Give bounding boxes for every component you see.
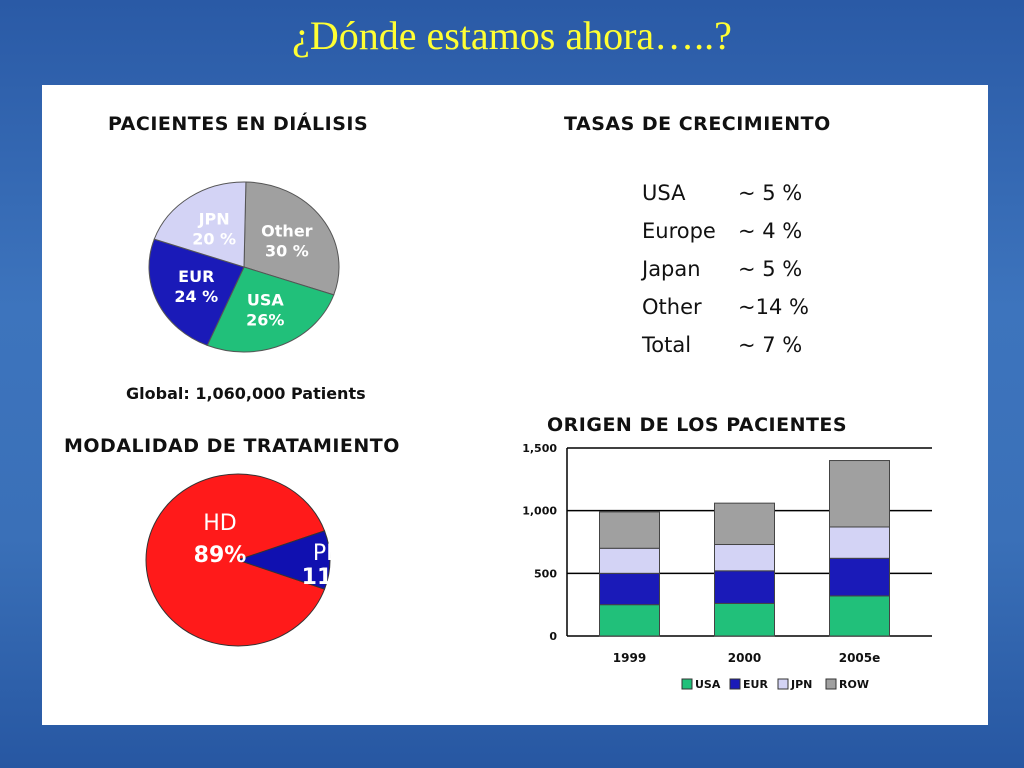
bar-category-label: 2005e: [839, 651, 881, 665]
legend-swatch-row: [825, 678, 837, 690]
bar-segment-eur-1999: [599, 572, 660, 606]
pie1-slice-other: [243, 181, 340, 296]
bar-segment-eur-2005e: [829, 557, 890, 597]
bar-segment-jpn-1999: [599, 547, 660, 574]
bar-segment-row-1999: [599, 511, 660, 549]
rate-value: ~ 5 %: [738, 181, 803, 205]
pie2-label-hd: HD: [203, 511, 236, 536]
pie1-label-usa: USA: [247, 291, 285, 310]
bar-segment-jpn-2000: [714, 544, 775, 572]
legend-swatch-eur: [729, 678, 741, 690]
bar-segment-usa-1999: [599, 604, 660, 637]
pie1-label-eur: EUR: [178, 267, 214, 286]
pie1-slice-usa: [206, 266, 335, 353]
bar-ytick-label: 1,500: [522, 442, 557, 455]
pie1-caption: Global: 1,060,000 Patients: [126, 384, 366, 403]
image-panel: PACIENTES EN DIÁLISIS Other 30 % USA 26% EUR…: [42, 85, 988, 725]
legend-swatch-jpn: [777, 678, 789, 690]
rate-region: USA: [642, 181, 686, 205]
rate-value: ~14 %: [738, 295, 809, 319]
bar-segment-jpn-2005e: [829, 526, 890, 559]
rate-region: Europe: [642, 219, 716, 243]
pie1-pct-usa: 26%: [246, 311, 284, 330]
legend-label-jpn: JPN: [790, 678, 812, 691]
pie1-slice-jpn: [153, 181, 247, 268]
legend-label-usa: USA: [695, 678, 721, 691]
pie2-title: MODALIDAD DE TRATAMIENTO: [64, 435, 400, 457]
pie1-pct-other: 30 %: [265, 241, 309, 260]
bar-category-label: 2000: [728, 651, 761, 665]
pie1-label-other: Other: [261, 221, 312, 240]
pie1-pct-jpn: 20 %: [192, 230, 236, 249]
rates-title: TASAS DE CRECIMIENTO: [564, 113, 831, 135]
legend-swatch-usa: [681, 678, 693, 690]
pie2-slice-hd: [145, 473, 326, 647]
bar-segment-usa-2005e: [829, 595, 890, 637]
bar-ytick-label: 1,000: [522, 505, 557, 518]
pie1-pct-eur: 24 %: [174, 287, 218, 306]
bar-segment-eur-2000: [714, 570, 775, 604]
rate-value: ~ 4 %: [738, 219, 803, 243]
bar-segment-usa-2000: [714, 602, 775, 637]
pie2-label-pd: PD: [313, 541, 343, 566]
pie1-label-jpn: JPN: [198, 210, 230, 229]
patients-origin-bar-chart: 0 500 1,000 1,500 1999 2000 2005e USA EUR JPN ROW: [522, 442, 932, 691]
bar-segment-row-2000: [714, 502, 775, 546]
rate-value: ~ 7 %: [738, 333, 803, 357]
pie1-slice-eur: [148, 238, 245, 347]
rate-region: Japan: [642, 257, 701, 281]
pie2-pct-pd: 11%: [302, 565, 355, 590]
rate-region: Total: [642, 333, 692, 357]
bar-category-label: 1999: [613, 651, 646, 665]
legend-label-eur: EUR: [743, 678, 768, 691]
legend-label-row: ROW: [839, 678, 869, 691]
pie2-pct-hd: 89%: [194, 543, 247, 568]
bar-ytick-label: 500: [534, 567, 557, 580]
pie2-slice-pd: [236, 530, 331, 590]
bar-segment-row-2005e: [829, 460, 890, 528]
rate-value: ~ 5 %: [738, 257, 803, 281]
pie1-title: PACIENTES EN DIÁLISIS: [108, 113, 369, 135]
bar-title: ORIGEN DE LOS PACIENTES: [547, 414, 848, 436]
rate-region: Other: [642, 295, 702, 319]
slide-title: ¿Dónde estamos ahora…..?: [292, 13, 732, 58]
bar-ytick-label: 0: [549, 630, 557, 643]
